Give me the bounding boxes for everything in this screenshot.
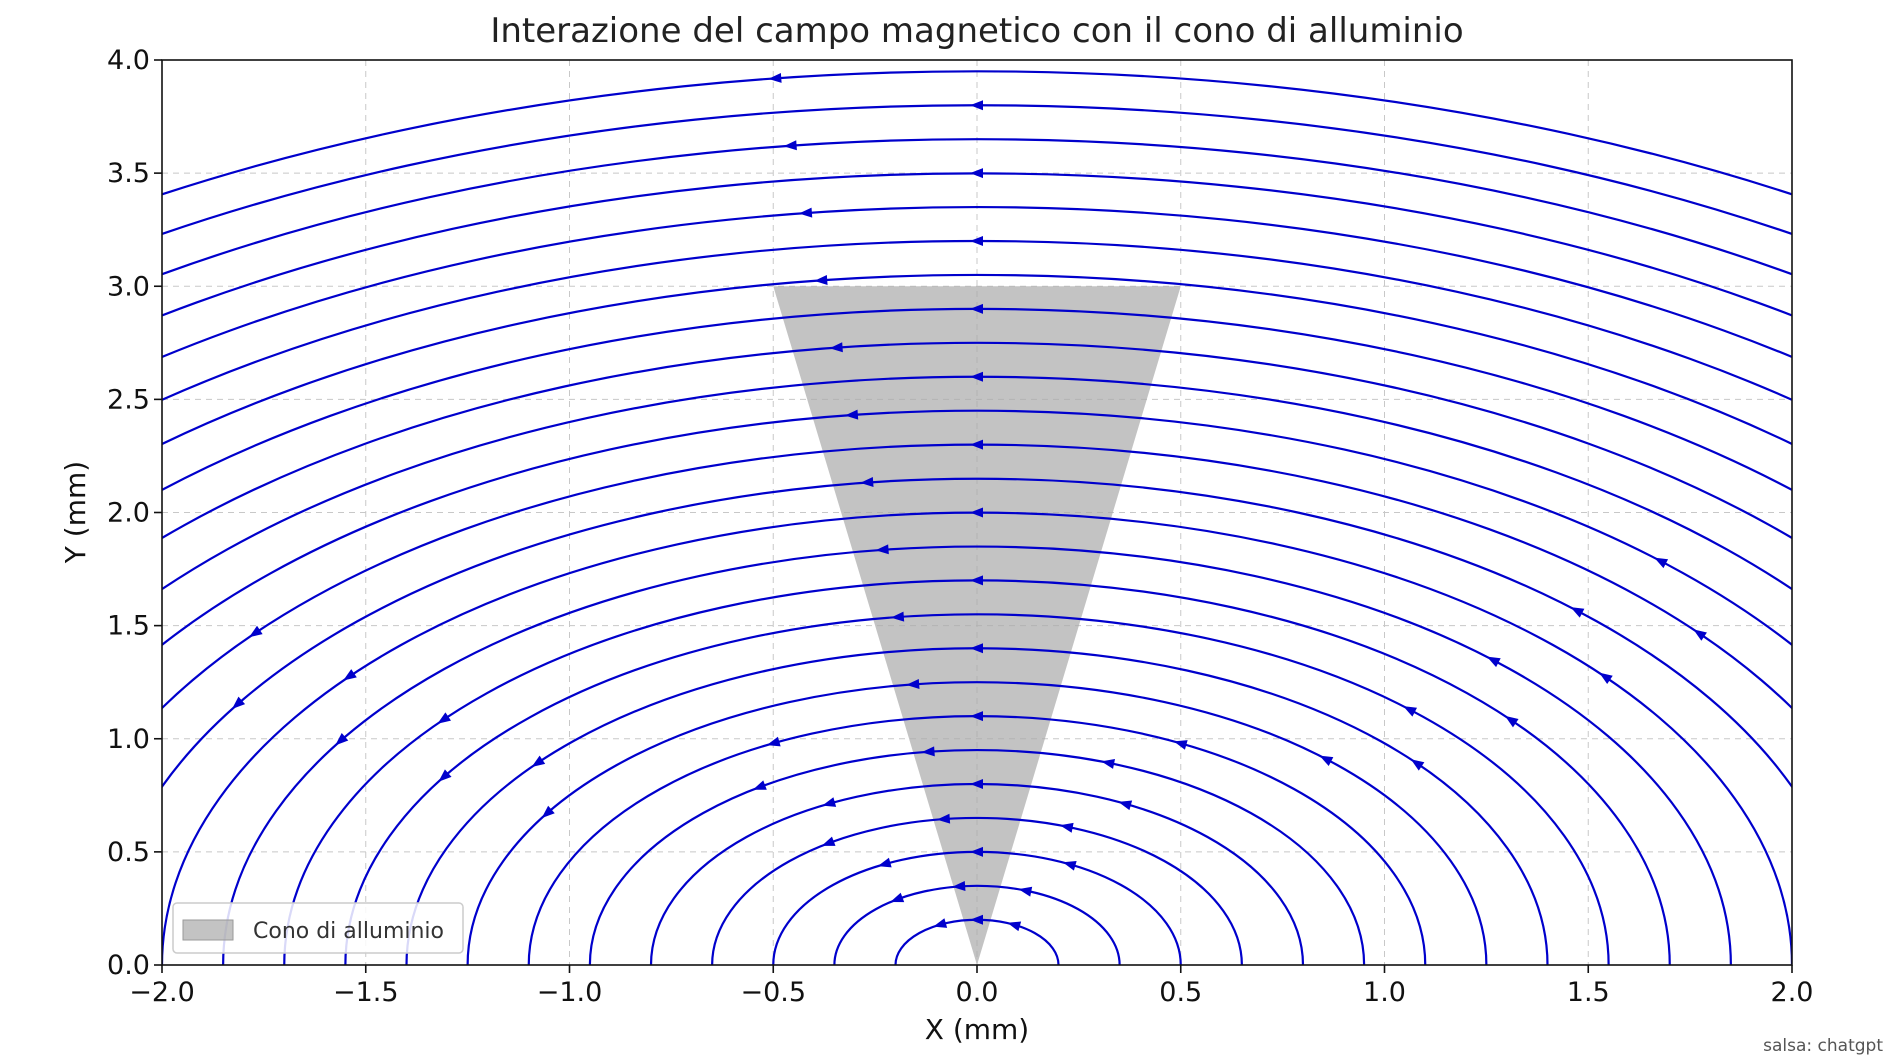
y-tick-label: 3.0 xyxy=(107,271,150,302)
streamline-arrow-21-1 xyxy=(798,207,813,218)
streamline-arrow-13-1 xyxy=(860,476,874,487)
streamline-arrow-11-1 xyxy=(875,544,889,555)
streamline-arrow-8-0 xyxy=(1410,759,1425,771)
streamline-arrow-15-0 xyxy=(1654,557,1669,569)
streamline-arrow-2-0 xyxy=(1062,861,1077,871)
y-tick-label: 2.0 xyxy=(107,498,150,529)
streamline-arrow-14-1 xyxy=(970,439,983,450)
streamline-arrow-10-0 xyxy=(1504,715,1519,728)
x-tick-label: 1.5 xyxy=(1567,977,1610,1008)
x-tick-label: −0.5 xyxy=(740,977,806,1008)
y-tick-label: 4.0 xyxy=(107,45,150,76)
streamline-arrow-24-1 xyxy=(970,100,983,111)
streamline-arrow-3-1 xyxy=(936,813,951,824)
streamline-arrow-22-1 xyxy=(970,168,983,179)
streamline-9 xyxy=(344,613,1610,965)
streamline-arrow-10-2 xyxy=(437,712,451,724)
streamline-arrow-2-2 xyxy=(877,857,892,868)
x-tick-label: 2.0 xyxy=(1771,977,1814,1008)
streamline-arrow-6-0 xyxy=(1173,740,1188,750)
streamline-arrow-7-1 xyxy=(906,679,920,689)
streamline-arrow-7-0 xyxy=(1319,755,1334,767)
streamline-arrow-0-1 xyxy=(970,914,983,925)
x-tick-label: −1.5 xyxy=(333,977,399,1008)
streamline-arrow-1-1 xyxy=(952,881,966,892)
streamline-arrow-1-0 xyxy=(1018,886,1033,897)
streamline-arrow-19-1 xyxy=(814,274,828,285)
streamline-arrow-2-1 xyxy=(970,846,983,857)
x-tick-label: −1.0 xyxy=(537,977,603,1008)
streamline-arrow-13-2 xyxy=(231,696,246,709)
streamline-arrow-9-0 xyxy=(1403,706,1418,717)
streamline-arrow-9-1 xyxy=(890,611,905,622)
streamline-arrow-9-2 xyxy=(438,769,452,782)
x-tick-label: 0.0 xyxy=(956,977,999,1008)
x-tick-label: −2.0 xyxy=(129,977,195,1008)
streamline-arrow-3-0 xyxy=(1059,822,1074,833)
streamline-arrow-11-2 xyxy=(335,733,349,746)
streamline-7 xyxy=(466,681,1488,965)
streamline-arrow-12-1 xyxy=(970,507,983,518)
streamline-1 xyxy=(833,884,1121,965)
y-tick-label: 1.5 xyxy=(107,611,150,642)
y-tick-label: 0.5 xyxy=(107,837,150,868)
y-tick-label: 2.5 xyxy=(107,384,150,415)
streamline-15 xyxy=(162,409,1792,647)
streamline-arrow-4-1 xyxy=(970,779,983,789)
streamline-arrow-6-2 xyxy=(766,736,781,747)
streamline-11 xyxy=(222,545,1732,965)
streamline-arrow-3-2 xyxy=(821,836,836,846)
x-tick-label: 1.0 xyxy=(1363,977,1406,1008)
streamline-arrow-17-1 xyxy=(829,342,843,353)
aluminium-cone xyxy=(773,286,1181,965)
streamlines xyxy=(162,71,1792,965)
streamline-arrow-10-1 xyxy=(970,575,983,586)
streamline-arrow-14-0 xyxy=(1693,629,1707,641)
streamline-arrow-6-1 xyxy=(970,711,983,722)
streamline-5 xyxy=(588,749,1366,965)
streamline-arrow-5-1 xyxy=(921,746,935,757)
y-tick-label: 1.0 xyxy=(107,724,150,755)
streamline-arrow-16-1 xyxy=(970,371,983,382)
legend-swatch xyxy=(182,919,234,941)
streamline-arrow-1-2 xyxy=(890,892,905,903)
streamline-arrow-4-0 xyxy=(1118,800,1133,811)
legend-box xyxy=(172,902,464,954)
legend: Cono di alluminio xyxy=(172,902,464,954)
streamline-arrow-5-0 xyxy=(1101,759,1115,769)
streamline-arrow-11-0 xyxy=(1486,656,1501,668)
streamline-arrow-23-1 xyxy=(783,140,797,151)
streamline-arrow-8-1 xyxy=(970,643,983,654)
streamline-arrow-12-0 xyxy=(1599,672,1613,685)
streamline-arrow-14-2 xyxy=(249,625,263,638)
streamline-arrow-0-2 xyxy=(933,918,948,928)
legend-label: Cono di alluminio xyxy=(253,919,444,944)
watermark: salsa: chatgpt xyxy=(1763,1036,1883,1056)
streamline-arrow-12-2 xyxy=(343,669,357,681)
x-axis-label: X (mm) xyxy=(925,1013,1029,1046)
streamline-arrow-25-1 xyxy=(768,72,782,83)
streamline-arrow-18-1 xyxy=(970,303,983,314)
x-tick-label: 0.5 xyxy=(1159,977,1202,1008)
chart-title: Interazione del campo magnetico con il c… xyxy=(490,11,1463,51)
streamline-arrow-8-2 xyxy=(531,755,546,767)
streamline-3 xyxy=(711,816,1243,965)
streamline-arrow-5-2 xyxy=(752,780,767,790)
streamline-arrow-4-2 xyxy=(822,797,837,807)
streamline-arrow-13-0 xyxy=(1570,607,1585,618)
y-tick-label: 0.0 xyxy=(107,950,150,981)
streamline-13 xyxy=(162,477,1792,789)
y-tick-label: 3.5 xyxy=(107,158,150,189)
streamline-arrow-20-1 xyxy=(970,236,983,246)
streamline-arrow-0-0 xyxy=(1007,921,1022,932)
streamline-arrow-7-2 xyxy=(541,805,555,819)
cone-layer xyxy=(773,286,1181,965)
streamline-arrow-15-1 xyxy=(844,409,859,420)
x-axis-ticks: −2.0 −1.5 −1.0 −0.5 0.0 0.5 1.0 1.5 2.0 xyxy=(129,965,1813,1008)
y-axis-ticks: 0.0 0.5 1.0 1.5 2.0 2.5 3.0 3.5 4.0 xyxy=(107,45,162,981)
y-axis-label: Y (mm) xyxy=(59,461,92,564)
